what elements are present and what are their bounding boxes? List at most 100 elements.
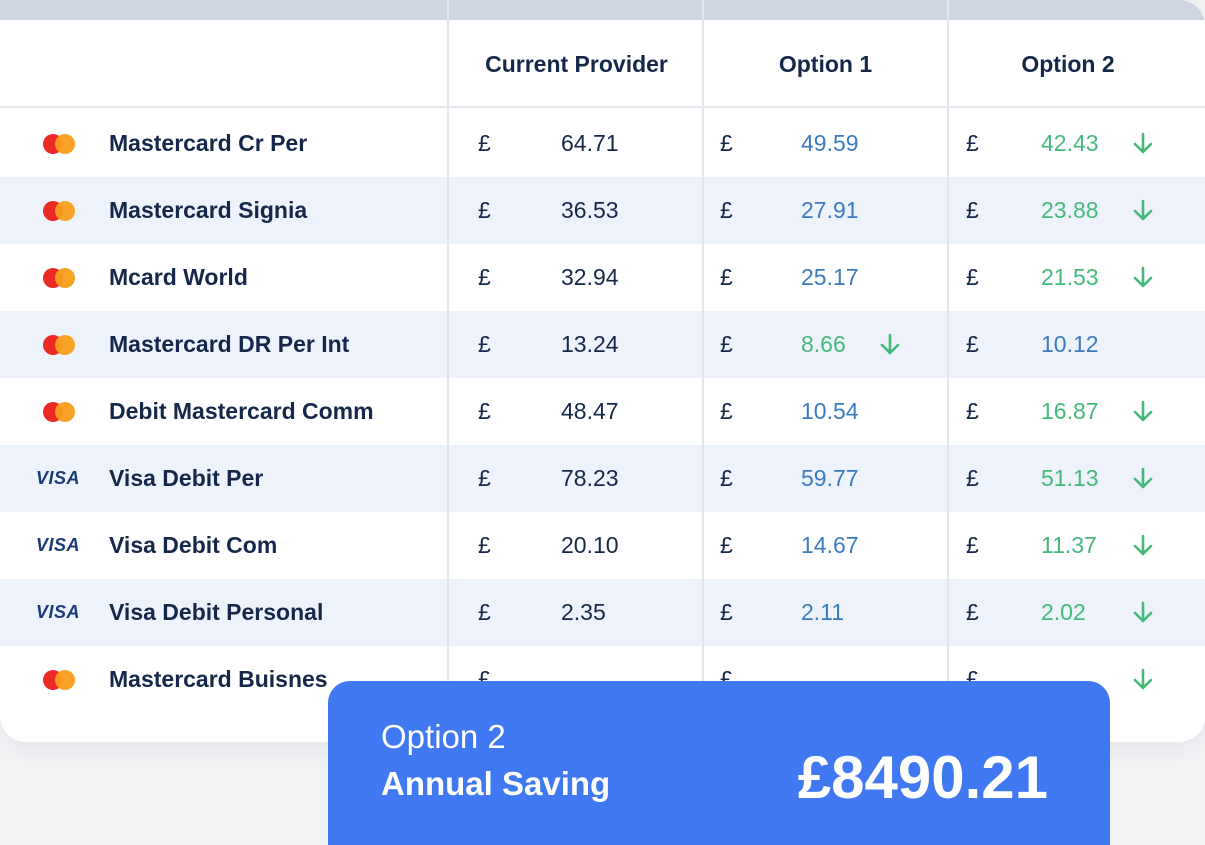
currency-symbol: £ <box>966 197 979 223</box>
currency-symbol: £ <box>966 264 979 290</box>
mastercard-logo-icon <box>28 110 88 177</box>
arrow-down-icon <box>1130 579 1156 646</box>
currency-symbol: £ <box>478 599 491 625</box>
summary-title: Annual Saving <box>381 765 611 802</box>
mastercard-logo-icon <box>28 646 88 713</box>
currency-symbol: £ <box>720 465 733 491</box>
arrow-down-icon <box>1130 378 1156 445</box>
option2-value: 11.37 <box>1041 532 1097 558</box>
visa-logo-text: VISA <box>35 468 80 488</box>
current-value: 2.35 <box>561 599 606 625</box>
current-value: 64.71 <box>561 130 619 156</box>
currency-symbol: £ <box>966 398 979 424</box>
card-type-name: Visa Debit Per <box>109 465 264 491</box>
arrow-down-icon <box>1130 110 1156 177</box>
currency-symbol: £ <box>720 599 733 625</box>
table-top-bar <box>0 0 1205 20</box>
option2-value: 16.87 <box>1041 398 1099 424</box>
column-divider <box>947 0 949 742</box>
arrow-down-icon <box>1130 445 1156 512</box>
currency-symbol: £ <box>720 532 733 558</box>
option1-value: 27.91 <box>801 197 859 223</box>
currency-symbol: £ <box>478 197 491 223</box>
currency-symbol: £ <box>720 264 733 290</box>
table-row: Debit Mastercard Comm £48.47 £10.54 £16.87 <box>0 378 1205 445</box>
card-type-name: Mcard World <box>109 264 248 290</box>
annual-saving-amount: £8490.21 <box>797 744 1048 811</box>
table-row: Mastercard Buisnes £ £ £ <box>0 646 1205 713</box>
currency-symbol: £ <box>720 331 733 357</box>
currency-symbol: £ <box>478 331 491 357</box>
annual-saving-card: Option 2 Annual Saving £8490.21 <box>328 681 1110 845</box>
summary-option-label: Option 2 <box>381 718 506 755</box>
currency-symbol: £ <box>478 465 491 491</box>
mastercard-logo-icon <box>28 378 88 445</box>
option1-value: 25.17 <box>801 264 859 290</box>
currency-symbol: £ <box>720 398 733 424</box>
table-row: Mastercard Signia £36.53 £27.91 £23.88 <box>0 177 1205 244</box>
currency-symbol: £ <box>966 331 979 357</box>
arrow-down-icon <box>877 311 903 378</box>
option1-value: 14.67 <box>801 532 859 558</box>
card-type-name: Debit Mastercard Comm <box>109 398 374 424</box>
table-header: Current Provider Option 1 Option 2 <box>0 20 1205 108</box>
option2-value: 51.13 <box>1041 465 1099 491</box>
card-type-name: Mastercard Cr Per <box>109 130 308 156</box>
currency-symbol: £ <box>966 130 979 156</box>
option1-value: 10.54 <box>801 398 859 424</box>
visa-logo-icon: VISA <box>28 579 88 646</box>
visa-logo-icon: VISA <box>28 512 88 579</box>
column-divider <box>447 0 449 742</box>
option2-value: 21.53 <box>1041 264 1099 290</box>
table-row: VISA Visa Debit Personal £2.35 £2.11 £2.02 <box>0 579 1205 646</box>
table-row: VISA Visa Debit Per £78.23 £59.77 £51.13 <box>0 445 1205 512</box>
currency-symbol: £ <box>478 130 491 156</box>
table-row: Mcard World £32.94 £25.17 £21.53 <box>0 244 1205 311</box>
option1-value: 2.11 <box>801 599 845 625</box>
option2-value: 10.12 <box>1041 331 1099 357</box>
current-value: 36.53 <box>561 197 619 223</box>
currency-symbol: £ <box>966 599 979 625</box>
visa-logo-icon: VISA <box>28 445 88 512</box>
option1-value: 8.66 <box>801 331 846 357</box>
currency-symbol: £ <box>966 465 979 491</box>
mastercard-logo-icon <box>28 244 88 311</box>
table-row: Mastercard Cr Per £64.71 £49.59 £42.43 <box>0 110 1205 177</box>
option2-value: 42.43 <box>1041 130 1099 156</box>
header-option-1: Option 1 <box>778 50 873 77</box>
option1-value: 49.59 <box>801 130 859 156</box>
option1-value: 59.77 <box>801 465 859 491</box>
arrow-down-icon <box>1130 244 1156 311</box>
current-value: 78.23 <box>561 465 619 491</box>
mastercard-logo-icon <box>28 311 88 378</box>
header-current-provider: Current Provider <box>485 50 668 77</box>
current-value: 20.10 <box>561 532 619 558</box>
option2-value: 2.02 <box>1041 599 1086 625</box>
currency-symbol: £ <box>720 130 733 156</box>
table-row: Mastercard DR Per Int £13.24 £8.66 £10.12 <box>0 311 1205 378</box>
card-type-name: Mastercard Signia <box>109 197 308 223</box>
visa-logo-text: VISA <box>35 535 80 555</box>
column-divider <box>702 0 704 742</box>
arrow-down-icon <box>1130 646 1156 713</box>
arrow-down-icon <box>1130 512 1156 579</box>
current-value: 13.24 <box>561 331 619 357</box>
currency-symbol: £ <box>966 532 979 558</box>
currency-symbol: £ <box>478 398 491 424</box>
card-type-name: Visa Debit Personal <box>109 599 324 625</box>
currency-symbol: £ <box>720 197 733 223</box>
current-value: 32.94 <box>561 264 619 290</box>
arrow-down-icon <box>1130 177 1156 244</box>
comparison-table: Current Provider Option 1 Option 2 Maste… <box>0 0 1205 742</box>
currency-symbol: £ <box>478 532 491 558</box>
mastercard-logo-icon <box>28 177 88 244</box>
header-option-2: Option 2 <box>1021 50 1115 77</box>
option2-value: 23.88 <box>1041 197 1099 223</box>
card-type-name: Visa Debit Com <box>109 532 278 558</box>
table-row: VISA Visa Debit Com £20.10 £14.67 £11.37 <box>0 512 1205 579</box>
current-value: 48.47 <box>561 398 619 424</box>
visa-logo-text: VISA <box>35 602 80 622</box>
card-type-name: Mastercard Buisnes <box>109 666 328 692</box>
card-type-name: Mastercard DR Per Int <box>109 331 350 357</box>
